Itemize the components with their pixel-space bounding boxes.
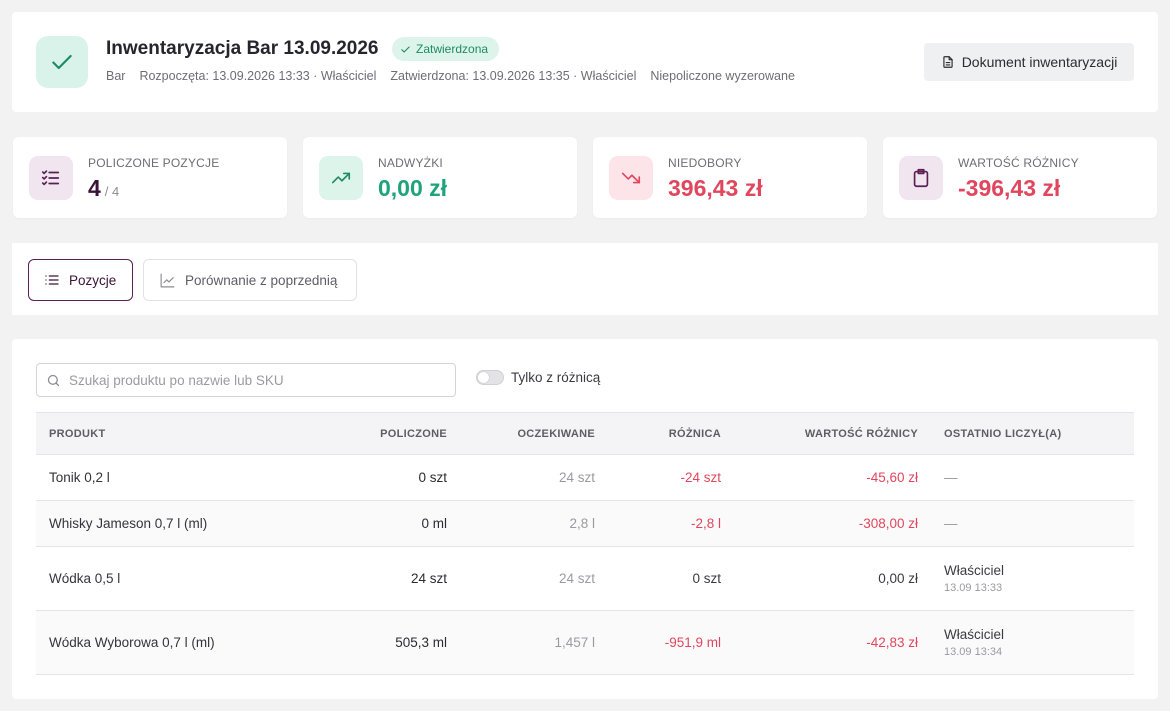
table-row[interactable]: Wódka Wyborowa 0,7 l (ml) 505,3 ml 1,457… — [36, 610, 1134, 675]
check-icon — [401, 45, 410, 53]
cell-counted: 0 szt — [418, 470, 447, 485]
stat-value: -396,43 zł — [958, 175, 1061, 201]
list-icon — [45, 275, 59, 285]
stat-label: NIEDOBORY — [668, 156, 742, 170]
search-icon — [47, 374, 60, 386]
cell-difference: -951,9 ml — [664, 635, 721, 650]
document-icon — [943, 56, 953, 68]
stat-counted-items: POLICZONE POZYCJE 4/ 4 — [13, 137, 287, 218]
cell-last-counted-by: Właściciel 13.09 13:34 — [931, 611, 1134, 675]
column-header-difference[interactable]: RÓŻNICA — [668, 427, 721, 440]
cell-last-counted-by: Właściciel 13.09 13:33 — [931, 547, 1134, 611]
cell-expected: 24 szt — [558, 470, 595, 485]
cell-difference: 0 szt — [692, 571, 721, 586]
tab-positions[interactable]: Pozycje — [28, 259, 133, 301]
cell-last-counted-by: — — [944, 516, 958, 531]
clipboard-icon — [899, 156, 943, 200]
stat-value: 4/ 4 — [88, 175, 120, 201]
cell-difference: -2,8 l — [690, 516, 721, 531]
column-header-product[interactable]: PRODUKT — [49, 427, 106, 440]
cell-difference-value: 0,00 zł — [878, 571, 918, 586]
stat-label: POLICZONE POZYCJE — [88, 156, 220, 170]
cell-counted: 505,3 ml — [395, 635, 447, 650]
positions-table: PRODUKT POLICZONE OCZEKIWANE RÓŻNICA WAR… — [36, 412, 1134, 675]
table-row[interactable]: Tonik 0,2 l 0 szt 24 szt -24 szt -45,60 … — [36, 454, 1134, 501]
cell-counted: 24 szt — [410, 571, 447, 586]
inventory-document-label: Dokument inwentaryzacji — [961, 54, 1118, 70]
cell-last-counted-by: — — [944, 470, 958, 485]
search-box[interactable] — [36, 363, 456, 397]
stat-difference-value: WARTOŚĆ RÓŻNICY -396,43 zł — [883, 137, 1157, 218]
tab-label: Pozycje — [69, 272, 117, 288]
trending-up-icon — [319, 156, 363, 200]
stat-label: NADWYŻKI — [378, 156, 443, 170]
table-row[interactable]: Wódka 0,5 l 24 szt 24 szt 0 szt 0,00 zł … — [36, 546, 1134, 611]
counted-by-user: Właściciel — [944, 563, 1005, 578]
counted-at-time: 13.09 13:34 — [944, 646, 1003, 658]
column-header-expected[interactable]: OCZEKIWANE — [517, 427, 595, 440]
meta-started: Rozpoczęta: 13.09.2026 13:33 · Właścicie… — [139, 69, 377, 83]
column-header-difference-value[interactable]: WARTOŚĆ RÓŻNICY — [804, 427, 918, 440]
counted-at-time: 13.09 13:33 — [944, 582, 1003, 594]
stat-shortage: NIEDOBORY 396,43 zł — [593, 137, 867, 218]
view-tabs: Pozycje Porównanie z poprzednią — [12, 243, 1158, 315]
cell-expected: 24 szt — [558, 571, 595, 586]
meta-note: Niepoliczone wyzerowane — [650, 69, 795, 83]
meta-location: Bar — [106, 69, 126, 83]
cell-product: Wódka 0,5 l — [49, 571, 121, 586]
column-header-last-counted-by[interactable]: OSTATNIO LICZYŁ(A) — [944, 427, 1062, 440]
cell-expected: 1,457 l — [554, 635, 595, 650]
inventory-header: Inwentaryzacja Bar 13.09.2026 Zatwierdzo… — [12, 12, 1158, 112]
inventory-document-button[interactable]: Dokument inwentaryzacji — [924, 43, 1134, 81]
tab-compare-previous[interactable]: Porównanie z poprzednią — [143, 259, 357, 301]
status-badge: Zatwierdzona — [392, 37, 500, 61]
cell-counted: 0 ml — [421, 516, 447, 531]
cell-difference-value: -308,00 zł — [858, 516, 918, 531]
stat-value: 0,00 zł — [378, 175, 448, 201]
inventory-meta: Bar Rozpoczęta: 13.09.2026 13:33 · Właści… — [106, 69, 807, 83]
status-badge-label: Zatwierdzona — [416, 42, 489, 56]
stat-value: 396,43 zł — [668, 175, 763, 201]
counted-by-user: Właściciel — [944, 627, 1005, 642]
table-header-row: PRODUKT POLICZONE OCZEKIWANE RÓŻNICA WAR… — [36, 412, 1134, 455]
approved-check-icon — [36, 36, 88, 88]
search-input[interactable] — [69, 372, 439, 388]
cell-difference-value: -45,60 zł — [866, 470, 918, 485]
tab-label: Porównanie z poprzednią — [185, 272, 338, 288]
checklist-icon — [29, 156, 73, 200]
only-diff-label: Tylko z różnicą — [511, 370, 601, 385]
page-title: Inwentaryzacja Bar 13.09.2026 — [106, 38, 379, 59]
stat-surplus: NADWYŻKI 0,00 zł — [303, 137, 577, 218]
cell-product: Wódka Wyborowa 0,7 l (ml) — [49, 635, 215, 650]
column-header-counted[interactable]: POLICZONE — [380, 427, 447, 440]
meta-approved: Zatwierdzona: 13.09.2026 13:35 · Właścic… — [390, 69, 637, 83]
cell-product: Tonik 0,2 l — [49, 470, 110, 485]
stat-label: WARTOŚĆ RÓŻNICY — [958, 156, 1079, 170]
chart-icon — [160, 273, 175, 287]
cell-product: Whisky Jameson 0,7 l (ml) — [49, 516, 208, 531]
only-diff-toggle[interactable] — [476, 370, 504, 385]
only-diff-filter[interactable]: Tylko z różnicą — [476, 370, 600, 385]
cell-difference: -24 szt — [680, 470, 721, 485]
table-row[interactable]: Whisky Jameson 0,7 l (ml) 0 ml 2,8 l -2,… — [36, 500, 1134, 547]
cell-expected: 2,8 l — [569, 516, 595, 531]
positions-panel: Tylko z różnicą PRODUKT POLICZONE OCZEKI… — [12, 339, 1158, 699]
trending-down-icon — [609, 156, 653, 200]
cell-difference-value: -42,83 zł — [866, 635, 918, 650]
